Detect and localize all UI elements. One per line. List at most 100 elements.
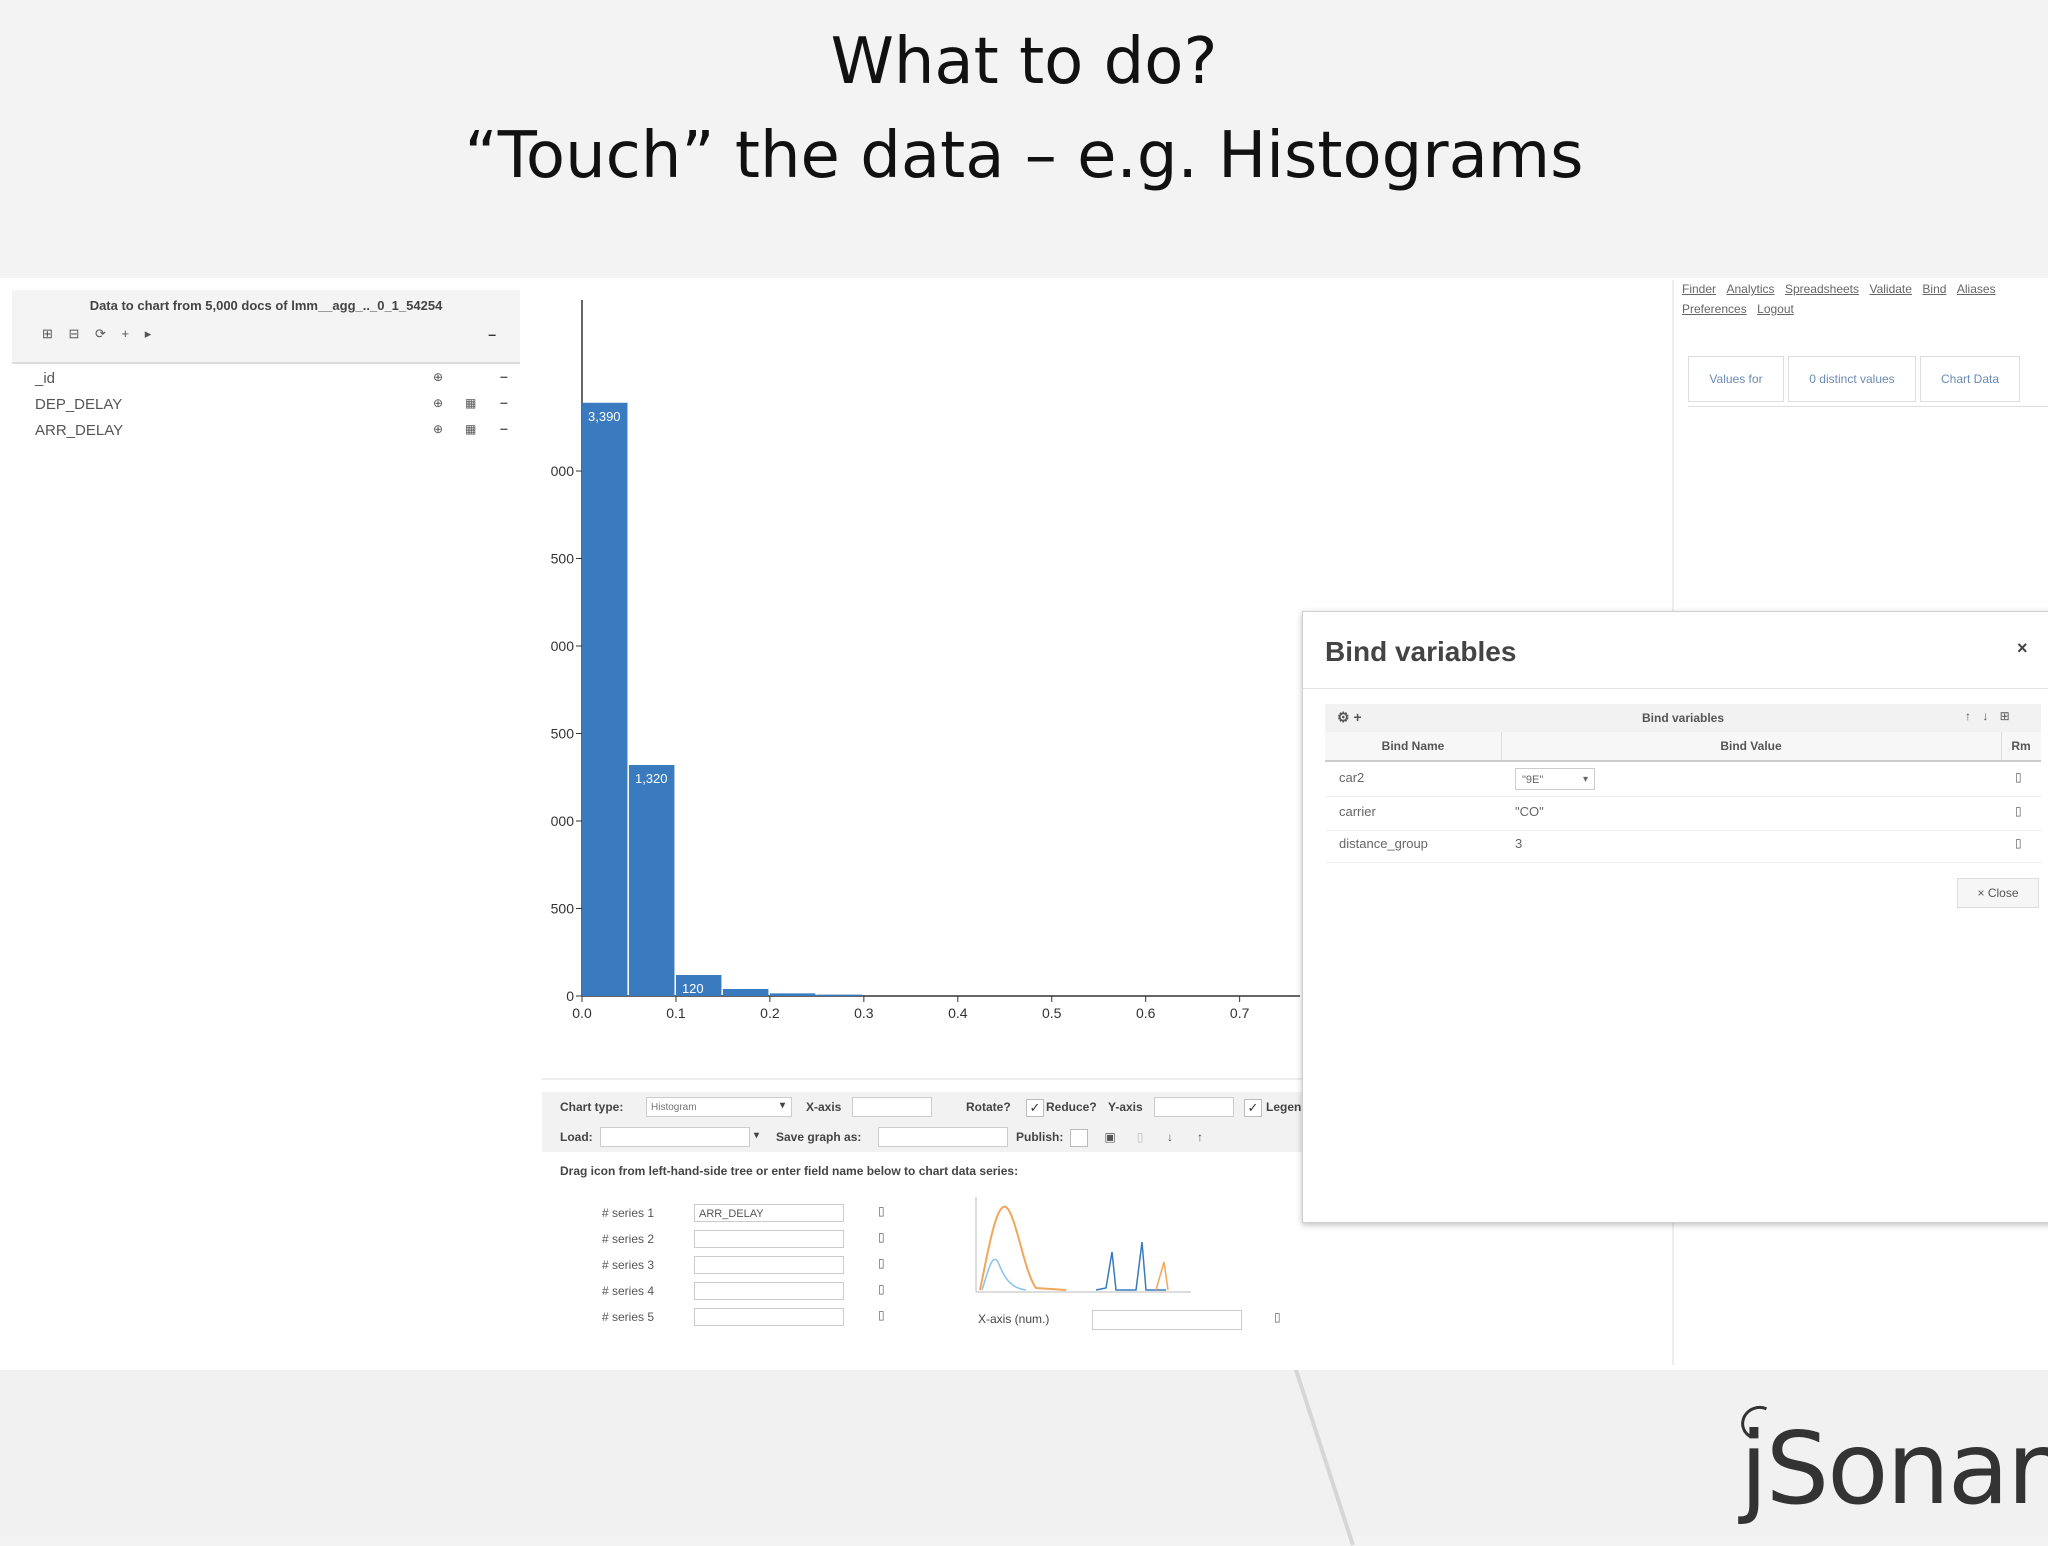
trash-icon[interactable]: ▯ bbox=[1274, 1310, 1281, 1324]
remove-icon[interactable]: – bbox=[500, 420, 508, 436]
settings-add-icons[interactable]: ⚙ + bbox=[1337, 709, 1362, 725]
chart-icon[interactable]: ⊕ bbox=[433, 396, 444, 410]
y-tick-label: 000 bbox=[551, 638, 575, 654]
remove-icon[interactable]: – bbox=[500, 394, 508, 410]
trash-icon[interactable]: ▯ bbox=[2015, 770, 2022, 784]
legend-label: Legen bbox=[1266, 1100, 1302, 1114]
chevron-down-icon: ▾ bbox=[1582, 774, 1588, 785]
remove-icon[interactable]: – bbox=[500, 368, 508, 384]
series-1-input[interactable]: ARR_DELAY bbox=[694, 1204, 844, 1222]
series-2-input[interactable] bbox=[694, 1230, 844, 1248]
save-graph-input[interactable] bbox=[878, 1127, 1008, 1147]
trash-icon[interactable]: ▯ bbox=[878, 1256, 885, 1270]
nav-spreadsheets[interactable]: Spreadsheets bbox=[1784, 282, 1860, 296]
nav-analytics[interactable]: Analytics bbox=[1726, 282, 1775, 296]
upload-icon[interactable]: ↑ bbox=[1197, 1130, 1203, 1144]
tree-field-id[interactable]: _id ⊕ – bbox=[35, 368, 515, 390]
legend-checkbox[interactable]: ✓ bbox=[1244, 1099, 1262, 1117]
download-icon[interactable]: ↓ bbox=[1167, 1130, 1173, 1144]
slide-title-line1: What to do? bbox=[830, 25, 1218, 99]
chevron-down-icon[interactable]: ▾ bbox=[780, 1100, 786, 1111]
xaxis-num-input[interactable] bbox=[1092, 1310, 1242, 1330]
series-5-input[interactable] bbox=[694, 1308, 844, 1326]
bind-table-header: Bind Name Bind Value Rm bbox=[1325, 732, 2041, 762]
tree-field-dep-delay[interactable]: DEP_DELAY ⊕ ▦ – bbox=[35, 394, 515, 416]
bind-name: car2 bbox=[1339, 770, 1365, 785]
y-tick-label: 000 bbox=[551, 813, 575, 829]
bind-row-distance-group: distance_group 3 ▯ bbox=[1325, 830, 2041, 863]
yaxis-label: Y-axis bbox=[1108, 1100, 1143, 1114]
y-tick-label: 000 bbox=[551, 463, 575, 479]
trash-icon[interactable]: ▯ bbox=[878, 1230, 885, 1244]
series-4-input[interactable] bbox=[694, 1282, 844, 1300]
tree-field-arr-delay[interactable]: ARR_DELAY ⊕ ▦ – bbox=[35, 420, 515, 442]
save-graph-label: Save graph as: bbox=[776, 1130, 862, 1144]
sort-export-icons[interactable]: ↑ ↓ ⊞ bbox=[1965, 709, 2014, 723]
calendar-icon[interactable]: ▦ bbox=[465, 422, 477, 436]
field-tree-header: Data to chart from 5,000 docs of lmm__ag… bbox=[12, 290, 520, 364]
bind-value[interactable]: 3 bbox=[1515, 836, 1523, 851]
side-tabs: Values for 0 distinct values Chart Data bbox=[1688, 356, 2048, 407]
collapse-icon[interactable]: – bbox=[488, 326, 496, 342]
chart-icon[interactable]: ⊕ bbox=[433, 370, 444, 384]
histogram-bar bbox=[675, 975, 722, 996]
calendar-icon[interactable]: ▦ bbox=[465, 396, 477, 410]
tab-chart-data[interactable]: Chart Data bbox=[1920, 356, 2020, 402]
trash-icon[interactable]: ▯ bbox=[878, 1282, 885, 1296]
bind-value-select[interactable]: "9E" ▾ bbox=[1515, 768, 1595, 790]
publish-label: Publish: bbox=[1016, 1130, 1064, 1144]
chart-preview-thumbnail[interactable] bbox=[966, 1192, 1196, 1302]
trash-icon[interactable]: ▯ bbox=[878, 1204, 885, 1218]
tab-distinct-values[interactable]: 0 distinct values bbox=[1788, 356, 1916, 402]
publish-checkbox[interactable] bbox=[1070, 1129, 1088, 1147]
close-icon[interactable]: × bbox=[2017, 638, 2028, 658]
bind-table-toolbar: ⚙ + Bind variables ↑ ↓ ⊞ bbox=[1325, 704, 2041, 733]
chart-save-row: Load: ▾ Save graph as: Publish: ▣ ▯ ↓ ↑ bbox=[542, 1122, 1302, 1152]
nav-aliases[interactable]: Aliases bbox=[1956, 282, 1996, 296]
col-bind-value[interactable]: Bind Value bbox=[1720, 739, 1782, 753]
load-select[interactable] bbox=[600, 1127, 750, 1147]
y-tick-label: 500 bbox=[551, 901, 575, 917]
rotate-checkbox[interactable]: ✓ bbox=[1026, 1099, 1044, 1117]
save-icon[interactable]: ▣ bbox=[1104, 1130, 1116, 1144]
tree-field-label: DEP_DELAY bbox=[35, 396, 123, 413]
col-divider bbox=[1501, 732, 1502, 760]
nav-finder[interactable]: Finder bbox=[1682, 282, 1717, 296]
xaxis-label: X-axis bbox=[806, 1100, 842, 1114]
dialog-title: Bind variables bbox=[1325, 636, 1517, 667]
nav-logout[interactable]: Logout bbox=[1757, 302, 1794, 316]
nav-validate[interactable]: Validate bbox=[1869, 282, 1912, 296]
bind-value[interactable]: "CO" bbox=[1515, 804, 1544, 819]
chart-type-select[interactable]: Histogram bbox=[646, 1097, 792, 1117]
x-tick-label: 0.4 bbox=[948, 1005, 968, 1021]
tree-toolbar-icons[interactable]: ⊞ ⊟ ⟳ + ▸ bbox=[42, 326, 158, 341]
series-label: # series 1 bbox=[602, 1206, 655, 1220]
bind-row-car2: car2 "9E" ▾ ▯ bbox=[1325, 764, 2041, 797]
series-label: # series 4 bbox=[602, 1284, 655, 1298]
trash-icon[interactable]: ▯ bbox=[2015, 836, 2022, 850]
bind-table-title: Bind variables bbox=[1641, 711, 1725, 725]
xaxis-input[interactable] bbox=[852, 1097, 932, 1117]
tab-values-for[interactable]: Values for bbox=[1688, 356, 1784, 402]
x-tick-label: 0.1 bbox=[666, 1005, 686, 1021]
histogram-bar bbox=[816, 994, 863, 996]
tree-field-label: ARR_DELAY bbox=[35, 422, 124, 439]
trash-icon[interactable]: ▯ bbox=[878, 1308, 885, 1322]
col-bind-name[interactable]: Bind Name bbox=[1381, 739, 1445, 753]
slide-footer bbox=[0, 1354, 2048, 1546]
series-3-input[interactable] bbox=[694, 1256, 844, 1274]
yaxis-input[interactable] bbox=[1154, 1097, 1234, 1117]
chevron-down-icon[interactable]: ▾ bbox=[754, 1130, 760, 1141]
close-button[interactable]: × Close bbox=[1957, 878, 2039, 908]
bar-data-label: 3,390 bbox=[588, 409, 621, 424]
chart-controls: Chart type: Histogram ▾ X-axis Rotate? ✓… bbox=[542, 1078, 1302, 1370]
trash-icon[interactable]: ▯ bbox=[2015, 804, 2022, 818]
nav-bind[interactable]: Bind bbox=[1922, 282, 1947, 296]
chart-icon[interactable]: ⊕ bbox=[433, 422, 444, 436]
x-tick-label: 0.6 bbox=[1136, 1005, 1156, 1021]
nav-preferences[interactable]: Preferences bbox=[1682, 302, 1747, 316]
delete-icon[interactable]: ▯ bbox=[1136, 1130, 1144, 1144]
bar-data-label: 1,320 bbox=[635, 771, 668, 786]
chart-options-row: Chart type: Histogram ▾ X-axis Rotate? ✓… bbox=[542, 1092, 1302, 1122]
bind-value: "9E" bbox=[1522, 774, 1544, 786]
